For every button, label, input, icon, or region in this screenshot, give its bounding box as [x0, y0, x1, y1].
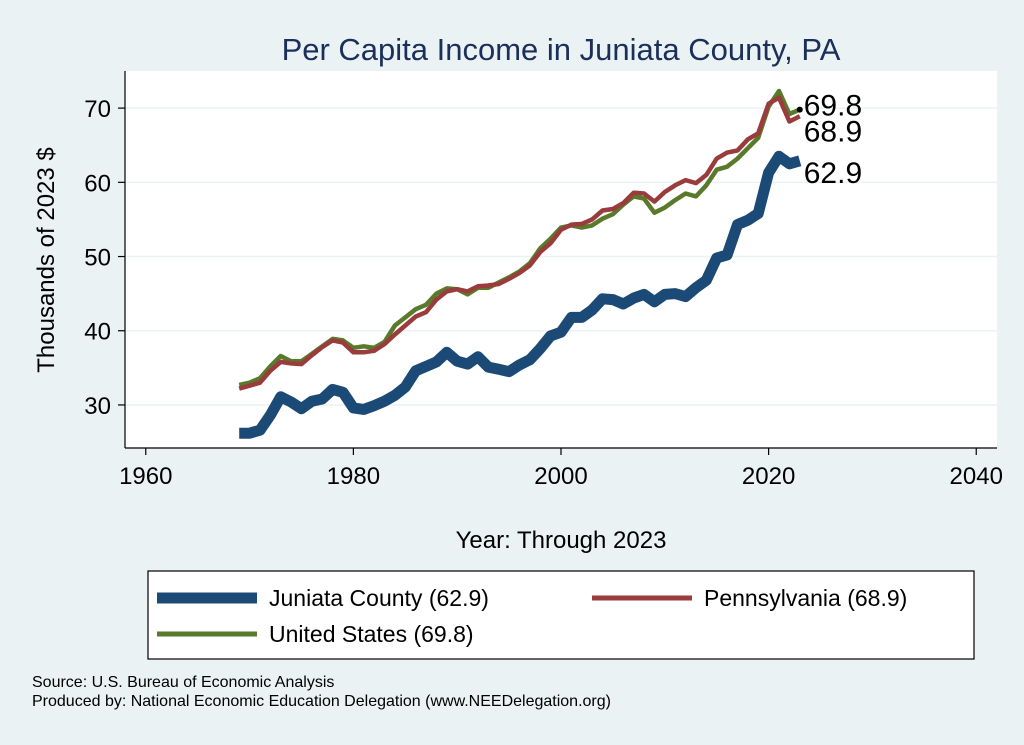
- end-labels: 62.9 68.969.8: [796, 90, 862, 190]
- y-tick-label: 30: [84, 393, 111, 420]
- x-tick-label: 2040: [950, 463, 1003, 490]
- series-line: [239, 150, 802, 439]
- legend: [147, 570, 975, 660]
- series-lines: [238, 88, 802, 439]
- end-label: 69.8: [804, 90, 862, 123]
- plot-area: [125, 71, 997, 448]
- y-tick-label: 40: [84, 319, 111, 346]
- y-tick-label: 60: [84, 170, 111, 197]
- chart-title: Per Capita Income in Juniata County, PA: [282, 32, 841, 67]
- source-note: Source: U.S. Bureau of Economic Analysis: [32, 674, 335, 691]
- y-ticks: 30 40 50 60 70: [84, 96, 125, 420]
- end-label: 68.9: [804, 115, 862, 148]
- producer-note: Produced by: National Economic Education…: [32, 693, 611, 710]
- x-tick-label: 1980: [327, 463, 380, 490]
- x-tick-label: 2000: [534, 463, 587, 490]
- end-marker: [796, 106, 803, 113]
- series-line: [238, 95, 801, 391]
- y-tick-label: 50: [84, 245, 111, 272]
- y-axis-title: Thousands of 2023 $: [33, 147, 60, 373]
- x-tick-label: 1960: [119, 463, 172, 490]
- end-label: 62.9: [804, 157, 862, 190]
- y-tick-label: 70: [84, 96, 111, 123]
- legend-label: Pennsylvania (68.9): [704, 585, 907, 611]
- legend-items: Juniata County (62.9) Pennsylvania (68.9)…: [157, 585, 907, 647]
- grid-lines: [125, 107, 997, 406]
- x-ticks: 1960 1980 2000 2020 2040: [119, 448, 1003, 490]
- x-axis-title: Year: Through 2023: [456, 527, 667, 554]
- legend-label: United States (69.8): [269, 621, 474, 647]
- legend-label: Juniata County (62.9): [269, 585, 489, 611]
- x-tick-label: 2020: [742, 463, 795, 490]
